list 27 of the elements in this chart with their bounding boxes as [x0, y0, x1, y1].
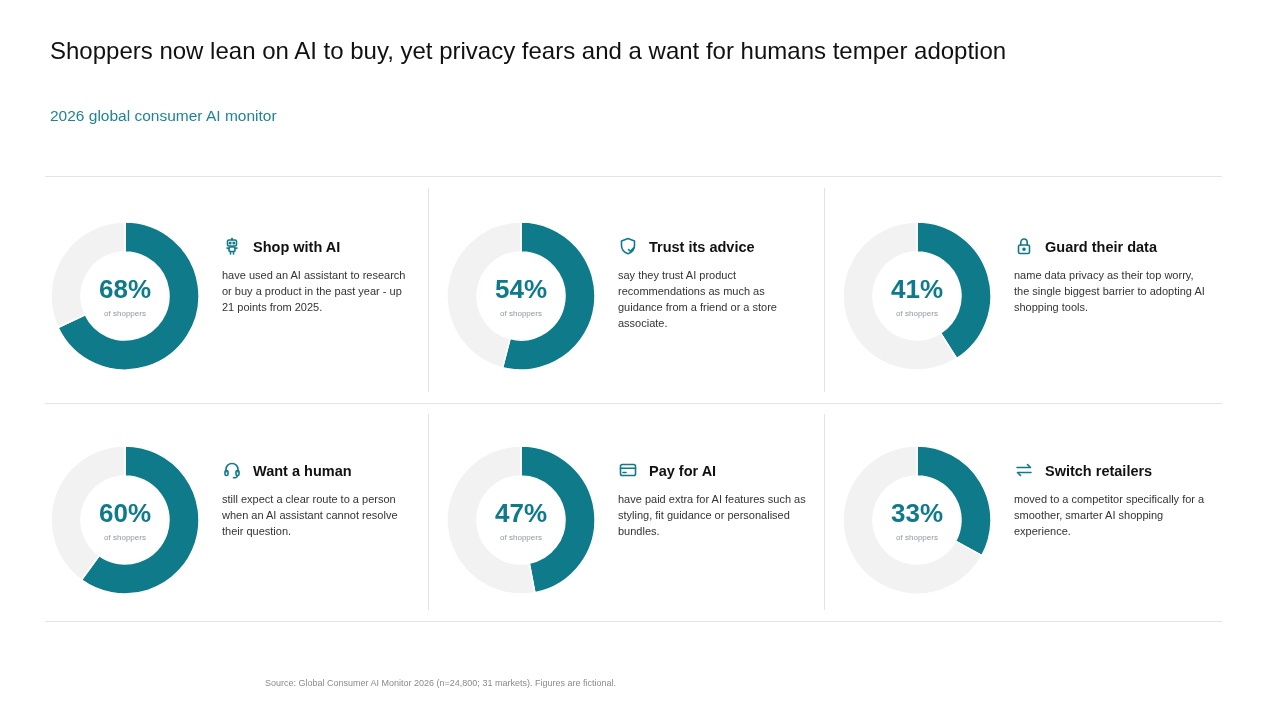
text: of shoppers [896, 309, 938, 318]
data-label: 54% [494, 274, 548, 304]
data-label: 68% [98, 274, 152, 304]
data-label: 33% [890, 498, 944, 528]
data-label: 60% [98, 498, 152, 528]
text: say they trust AI product recommendations as much as guidance from a friend or a store associate. [618, 269, 777, 329]
source-note: Source: Global Consumer AI Monitor 2026 (n=24,800; 31 markets). Figures are fictional. [265, 678, 616, 688]
text: Switch retailers [1045, 463, 1153, 479]
text: have paid extra for AI features such as styling, fit guidance or personalised bundles. [618, 493, 806, 537]
text: of shoppers [896, 533, 938, 542]
data-label: 47% [494, 498, 548, 528]
text: Want a human [253, 463, 352, 479]
text: name data privacy as their top worry, the single biggest barrier to adopting AI shopping tools. [1014, 269, 1205, 313]
text: Guard their data [1045, 239, 1157, 255]
text: Shop with AI [253, 239, 341, 255]
text: of shoppers [104, 533, 146, 542]
text: still expect a clear route to a person when an AI assistant cannot resolve their question. [222, 493, 398, 537]
text: Trust its advice [649, 239, 755, 255]
text: of shoppers [500, 533, 542, 542]
text: of shoppers [500, 309, 542, 318]
text: have used an AI assistant to research or buy a product in the past year - up 21 points from 2025. [222, 269, 406, 313]
text: Shoppers now lean on AI to buy, yet privacy fears and a want for humans temper adoption [50, 37, 1007, 64]
text: 2026 global consumer AI monitor [50, 107, 277, 124]
text: of shoppers [104, 309, 146, 318]
text: moved to a competitor specifically for a smoother, smarter AI shopping experience. [1014, 493, 1205, 537]
text: Pay for AI [649, 463, 717, 479]
data-label: 41% [890, 274, 944, 304]
